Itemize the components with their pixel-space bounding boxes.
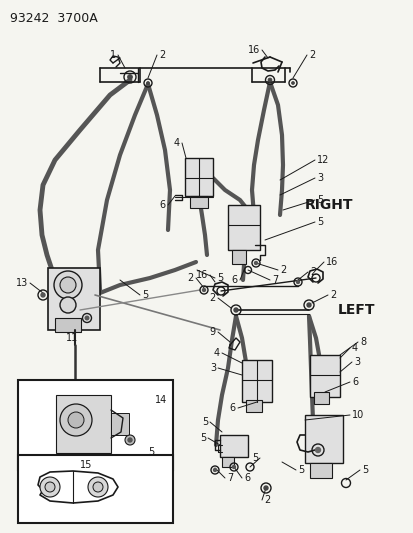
Text: 5: 5 (297, 465, 304, 475)
Text: 1: 1 (109, 50, 116, 60)
Bar (56, 395, 111, 453)
Text: LEFT: LEFT (337, 303, 375, 317)
Bar (18, 380, 173, 470)
Bar (111, 413, 129, 435)
Bar (309, 355, 339, 397)
Text: 6: 6 (229, 403, 235, 413)
Circle shape (88, 477, 108, 497)
Bar (185, 158, 212, 196)
Circle shape (306, 303, 310, 307)
Bar (221, 457, 233, 467)
Text: 6: 6 (231, 275, 237, 285)
Text: 2: 2 (309, 267, 316, 277)
Text: 2: 2 (308, 50, 314, 60)
Text: 7: 7 (226, 473, 233, 483)
Circle shape (85, 316, 88, 320)
Text: RIGHT: RIGHT (304, 198, 353, 212)
Bar (231, 250, 245, 264)
Bar (219, 435, 247, 457)
Circle shape (125, 435, 135, 445)
Circle shape (263, 486, 267, 490)
Circle shape (291, 82, 294, 85)
Text: 13: 13 (16, 278, 28, 288)
Text: 11: 11 (66, 333, 78, 343)
Text: 5: 5 (316, 217, 323, 227)
Text: 4: 4 (351, 343, 357, 353)
Text: 2: 2 (209, 293, 216, 303)
Text: 6: 6 (159, 200, 166, 210)
Circle shape (93, 482, 103, 492)
Text: 5: 5 (216, 273, 223, 283)
Circle shape (68, 412, 84, 428)
Text: 2: 2 (188, 273, 194, 283)
Text: 10: 10 (351, 410, 363, 420)
Text: 6: 6 (243, 473, 249, 483)
Text: 5: 5 (316, 195, 323, 205)
Text: 2: 2 (329, 290, 335, 300)
Bar (313, 392, 328, 404)
Circle shape (213, 469, 216, 472)
Text: 3: 3 (209, 363, 216, 373)
Text: 93242  3700A: 93242 3700A (10, 12, 97, 25)
Bar (190, 196, 207, 208)
Text: 5: 5 (147, 447, 154, 457)
Circle shape (296, 280, 299, 284)
Text: 5: 5 (142, 290, 148, 300)
Text: 14: 14 (154, 395, 167, 405)
Text: 5: 5 (251, 453, 257, 463)
Circle shape (40, 477, 60, 497)
Text: 12: 12 (316, 155, 329, 165)
Bar (242, 360, 271, 402)
Circle shape (202, 288, 205, 292)
Text: 6: 6 (351, 377, 357, 387)
Text: 7: 7 (271, 275, 278, 285)
Circle shape (54, 271, 82, 299)
Text: 2: 2 (263, 495, 270, 505)
Text: 5: 5 (361, 465, 367, 475)
Circle shape (233, 308, 237, 312)
Circle shape (60, 404, 92, 436)
Bar (309, 463, 331, 478)
Text: 5: 5 (199, 433, 206, 443)
Circle shape (41, 293, 45, 297)
Circle shape (45, 482, 55, 492)
Circle shape (60, 277, 76, 293)
Bar (55, 318, 81, 332)
Text: 2: 2 (159, 50, 165, 60)
Circle shape (128, 438, 132, 442)
Text: 4: 4 (214, 348, 219, 358)
Circle shape (146, 82, 149, 85)
Circle shape (267, 78, 271, 82)
Text: 16: 16 (325, 257, 337, 267)
Text: 3: 3 (316, 173, 322, 183)
Circle shape (232, 465, 235, 469)
Bar (18, 455, 173, 523)
Text: 9: 9 (209, 327, 216, 337)
Bar (245, 400, 261, 412)
Circle shape (254, 262, 257, 264)
Text: 16: 16 (195, 270, 207, 280)
Circle shape (127, 75, 132, 79)
Bar (304, 415, 342, 463)
Text: 15: 15 (80, 460, 92, 470)
Bar (228, 205, 259, 250)
Text: 4: 4 (173, 138, 180, 148)
Text: 2: 2 (279, 265, 285, 275)
Circle shape (315, 448, 320, 453)
Circle shape (60, 297, 76, 313)
Text: 5: 5 (201, 417, 207, 427)
Text: 16: 16 (247, 45, 259, 55)
Text: 3: 3 (353, 357, 359, 367)
Bar (48, 268, 100, 330)
Text: 8: 8 (359, 337, 365, 347)
